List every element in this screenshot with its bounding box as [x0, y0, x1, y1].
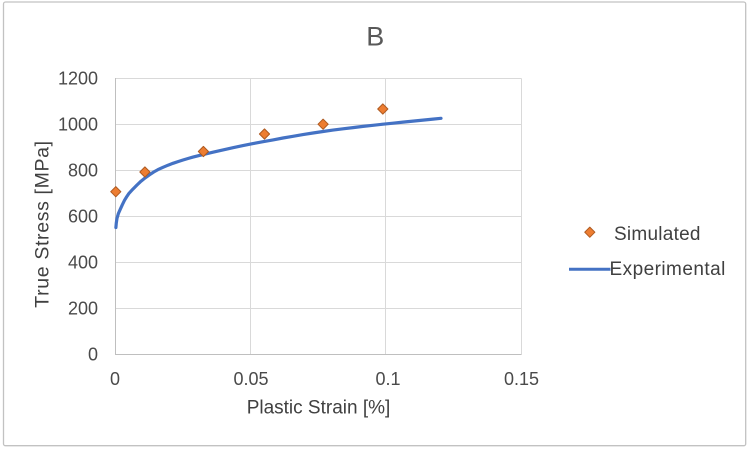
- svg-text:1200: 1200: [58, 69, 98, 89]
- svg-text:B: B: [366, 22, 384, 52]
- svg-text:0.15: 0.15: [504, 369, 539, 389]
- svg-text:800: 800: [68, 161, 98, 181]
- svg-text:0.05: 0.05: [233, 369, 268, 389]
- svg-text:True Stress [MPa]: True Stress [MPa]: [31, 140, 53, 307]
- svg-text:Plastic Strain [%]: Plastic Strain [%]: [247, 397, 391, 418]
- svg-text:Simulated: Simulated: [614, 224, 701, 245]
- svg-text:1000: 1000: [58, 115, 98, 135]
- svg-text:200: 200: [68, 299, 98, 319]
- svg-text:400: 400: [68, 253, 98, 273]
- svg-text:600: 600: [68, 207, 98, 227]
- svg-text:0: 0: [88, 345, 98, 365]
- svg-text:0.1: 0.1: [375, 369, 400, 389]
- svg-text:Experimental: Experimental: [610, 259, 726, 280]
- svg-text:0: 0: [110, 369, 120, 389]
